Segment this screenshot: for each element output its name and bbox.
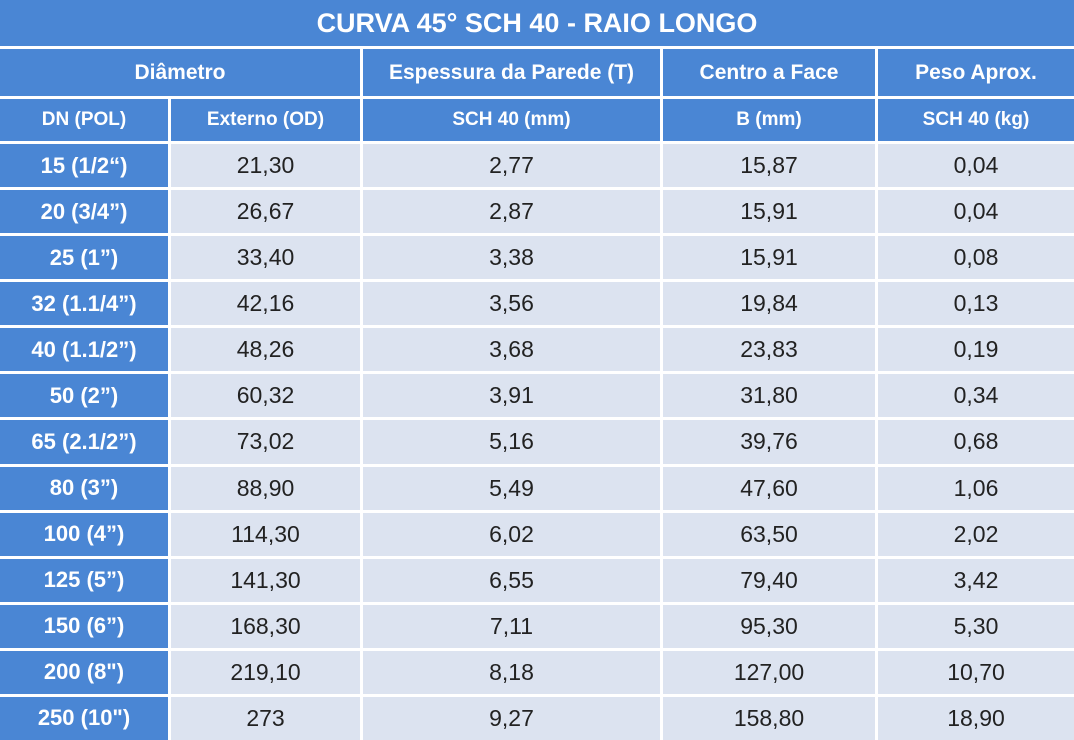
table-cell: 21,30 (171, 144, 360, 188)
table-cell: 158,80 (663, 696, 875, 740)
row-label: 150 (6”) (0, 604, 168, 648)
table-cell: 26,67 (171, 190, 360, 234)
row-label: 15 (1/2“) (0, 144, 168, 188)
table-cell: 5,49 (363, 466, 660, 510)
table-cell: 3,91 (363, 374, 660, 418)
table-cell: 6,02 (363, 512, 660, 556)
table-cell: 15,91 (663, 236, 875, 280)
table-cell: 2,87 (363, 190, 660, 234)
table-cell: 127,00 (663, 650, 875, 694)
table-cell: 0,19 (878, 328, 1074, 372)
header-cell: Espessura da Parede (T) (363, 49, 660, 96)
row-label: 40 (1.1/2”) (0, 328, 168, 372)
table-cell: 168,30 (171, 604, 360, 648)
table-cell: 0,34 (878, 374, 1074, 418)
row-label: 65 (2.1/2”) (0, 420, 168, 464)
table-cell: 0,08 (878, 236, 1074, 280)
table-cell: 95,30 (663, 604, 875, 648)
row-label: 200 (8") (0, 650, 168, 694)
table-cell: 15,91 (663, 190, 875, 234)
subheader-cell: SCH 40 (kg) (878, 99, 1074, 141)
table-cell: 47,60 (663, 466, 875, 510)
table-cell: 15,87 (663, 144, 875, 188)
header-cell: Centro a Face (663, 49, 875, 96)
table-cell: 33,40 (171, 236, 360, 280)
table-cell: 9,27 (363, 696, 660, 740)
table-cell: 39,76 (663, 420, 875, 464)
table-cell: 0,13 (878, 282, 1074, 326)
row-label: 20 (3/4”) (0, 190, 168, 234)
table-cell: 63,50 (663, 512, 875, 556)
table-cell: 6,55 (363, 558, 660, 602)
row-label: 50 (2”) (0, 374, 168, 418)
table-cell: 5,30 (878, 604, 1074, 648)
table-title: CURVA 45° SCH 40 - RAIO LONGO (0, 0, 1074, 46)
row-label: 32 (1.1/4”) (0, 282, 168, 326)
table-cell: 3,42 (878, 558, 1074, 602)
table-cell: 18,90 (878, 696, 1074, 740)
table-cell: 3,38 (363, 236, 660, 280)
row-label: 100 (4”) (0, 512, 168, 556)
table-cell: 0,04 (878, 144, 1074, 188)
table-cell: 219,10 (171, 650, 360, 694)
header-cell: Diâmetro (0, 49, 360, 96)
table-cell: 88,90 (171, 466, 360, 510)
table-cell: 2,77 (363, 144, 660, 188)
table-cell: 31,80 (663, 374, 875, 418)
subheader-cell: DN (POL) (0, 99, 168, 141)
row-label: 250 (10") (0, 696, 168, 740)
table-cell: 273 (171, 696, 360, 740)
row-label: 125 (5”) (0, 558, 168, 602)
table-cell: 23,83 (663, 328, 875, 372)
subheader-cell: Externo (OD) (171, 99, 360, 141)
table-cell: 141,30 (171, 558, 360, 602)
header-cell: Peso Aprox. (878, 49, 1074, 96)
table-cell: 0,04 (878, 190, 1074, 234)
row-label: 80 (3”) (0, 466, 168, 510)
table-cell: 79,40 (663, 558, 875, 602)
table-cell: 3,68 (363, 328, 660, 372)
table-cell: 7,11 (363, 604, 660, 648)
table-cell: 1,06 (878, 466, 1074, 510)
table-cell: 114,30 (171, 512, 360, 556)
subheader-cell: B (mm) (663, 99, 875, 141)
table-cell: 48,26 (171, 328, 360, 372)
subheader-cell: SCH 40 (mm) (363, 99, 660, 141)
table-cell: 8,18 (363, 650, 660, 694)
table-cell: 0,68 (878, 420, 1074, 464)
table-cell: 73,02 (171, 420, 360, 464)
table-cell: 2,02 (878, 512, 1074, 556)
table-cell: 19,84 (663, 282, 875, 326)
table-cell: 42,16 (171, 282, 360, 326)
table-cell: 60,32 (171, 374, 360, 418)
table-cell: 10,70 (878, 650, 1074, 694)
row-label: 25 (1”) (0, 236, 168, 280)
table-cell: 5,16 (363, 420, 660, 464)
table-cell: 3,56 (363, 282, 660, 326)
